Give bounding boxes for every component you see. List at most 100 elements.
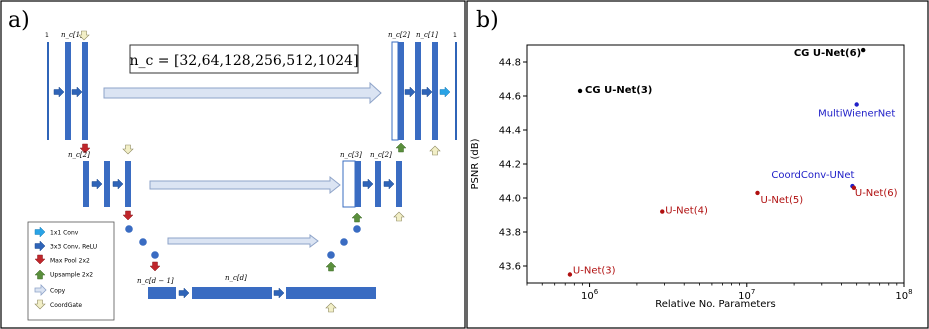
copy-arrow-level2-icon (149, 175, 341, 195)
conv-block-2b (125, 161, 131, 207)
ncd-label: n_c[d] (225, 274, 247, 282)
upsample-arrow-icon (351, 212, 363, 223)
formula-box (129, 44, 359, 74)
conv-block-1a (65, 42, 71, 140)
x-axis-label: Relative No. Parameters (655, 299, 776, 310)
nc2-label-decoder: n_c[2] (388, 31, 410, 39)
data-point-label: U-Net(4) (665, 206, 708, 217)
panel-a-label: a) (8, 8, 30, 33)
nc2-label-left: n_c[2] (68, 151, 90, 159)
data-point (755, 190, 760, 196)
nc3-label: n_c[3] (340, 151, 362, 159)
panel-b-label: b) (476, 8, 499, 33)
x-tick-label: 107 (738, 288, 755, 302)
data-point-label: CoordConv-UNet (771, 170, 854, 181)
conv-arrow-icon (362, 178, 374, 190)
coordgate-arrow-icon (429, 145, 441, 156)
data-point-label: MultiWienerNet (818, 109, 895, 120)
conv-arrow-icon (383, 178, 395, 190)
data-point-label: U-Net(3) (573, 266, 616, 277)
conv-block-2d (396, 161, 402, 207)
conv-arrow-icon (178, 287, 190, 299)
upsample-arrow-icon (395, 142, 407, 153)
ellipsis-dot (353, 225, 361, 233)
y-axis-label: PSNR (dB) (470, 138, 481, 189)
ellipsis-dot (139, 238, 147, 246)
conv-arrow-icon (91, 178, 103, 190)
channel-formula: n_c = [32,64,128,256,512,1024] (129, 53, 358, 69)
input-layer (47, 42, 49, 140)
y-axis-ticks: 43.6 43.8 44.0 44.2 44.4 44.6 44.8 (499, 58, 527, 273)
x-axis-ticks: 106 107 108 (526, 283, 913, 302)
y-tick-label: 43.8 (499, 228, 521, 239)
conv1x1-arrow-icon (439, 86, 451, 98)
ellipsis-dot (340, 238, 348, 246)
bottleneck-block-2 (192, 287, 272, 299)
y-tick-label: 43.6 (499, 262, 521, 273)
conv-block-2a (104, 161, 110, 207)
upsampled-block-2 (355, 161, 361, 207)
maxpool-arrow-icon (122, 210, 134, 221)
data-point (577, 88, 583, 94)
legend-label-copy: Copy (50, 288, 66, 295)
concat-block-1 (391, 41, 399, 141)
legend-label-conv1x1: 1x1 Conv (50, 230, 79, 237)
conv-arrow-icon (421, 86, 433, 98)
plot-area (526, 44, 905, 284)
legend-label-upsample: Upsample 2x2 (50, 272, 93, 279)
conv-block-1d (432, 42, 438, 140)
data-point (854, 102, 859, 107)
unet-architecture-diagram: a) 1 n_c[1] n_c = [32,64,128,256,512,102… (0, 0, 466, 329)
input-channels-label: 1 (45, 32, 49, 39)
psnr-scatter-chart: b) 106 107 108 43.6 43.8 44.0 44.2 44.4 44.6 44.… (466, 0, 929, 329)
data-point-label: CG U-Net(6) (794, 48, 861, 59)
data-point-label: U-Net(5) (761, 195, 804, 206)
psnr-scatter-panel: b) 106 107 108 43.6 43.8 44.0 44.2 44.4 44.6 44.… (466, 0, 929, 329)
conv-block-2c (375, 161, 381, 207)
ellipsis-dot (125, 225, 133, 233)
conv-arrow-icon (71, 86, 83, 98)
ncd-minus-1-label: n_c[d − 1] (137, 277, 174, 285)
legend-label-coordgate: CoordGate (50, 302, 82, 309)
legend-label-conv3x3: 3x3 Conv, ReLU (50, 244, 97, 251)
y-tick-label: 44.6 (499, 92, 521, 103)
legend-copy-icon (34, 284, 47, 296)
nc1-label-left: n_c[1] (61, 31, 83, 39)
y-tick-label: 44.4 (499, 126, 521, 137)
conv-arrow-icon (53, 86, 65, 98)
bottleneck-block-3 (286, 287, 376, 299)
pooled-block-2 (83, 161, 89, 207)
y-tick-label: 44.8 (499, 58, 521, 69)
upsample-arrow-icon (325, 261, 337, 272)
data-point (567, 272, 573, 277)
data-points: CG U-Net(6) CG U-Net(3) MultiWienerNet Coor… (567, 47, 898, 277)
conv-arrow-icon (112, 178, 124, 190)
x-tick-label: 106 (581, 288, 599, 302)
y-tick-label: 44.2 (499, 160, 521, 171)
copy-arrow-level3-icon (167, 234, 319, 248)
legend-label-maxpool: Max Pool 2x2 (50, 258, 90, 265)
data-point (860, 47, 866, 53)
ellipsis-dot (151, 251, 159, 259)
output-channels-label: 1 (453, 32, 457, 39)
concat-block-2 (342, 160, 356, 208)
coordgate-arrow-icon (325, 302, 337, 313)
panel-a-frame (0, 0, 466, 329)
nc2-label-right: n_c[2] (370, 151, 392, 159)
data-point-label: CG U-Net(3) (585, 85, 652, 96)
upsampled-block-1 (398, 42, 404, 140)
copy-arrow-level1-icon (103, 81, 382, 105)
conv-arrow-icon (404, 86, 416, 98)
coordgate-arrow-icon (393, 211, 405, 222)
x-tick-label: 108 (895, 288, 912, 302)
output-layer (455, 42, 457, 140)
conv-arrow-icon (273, 287, 285, 299)
architecture-svg: a) 1 n_c[1] n_c = [32,64,128,256,512,102… (0, 0, 466, 329)
bottleneck-block-1 (148, 287, 176, 299)
maxpool-arrow-icon (149, 261, 161, 272)
data-point (851, 185, 857, 190)
coordgate-arrow-icon (122, 144, 134, 155)
data-point (660, 209, 665, 214)
conv-block-1c (415, 42, 421, 140)
nc1-label-right: n_c[1] (416, 31, 438, 39)
